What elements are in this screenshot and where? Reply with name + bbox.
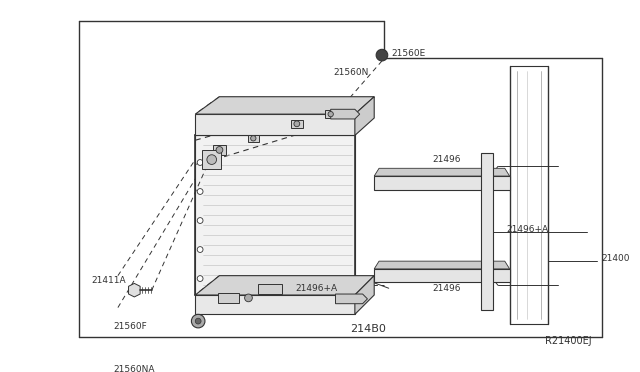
Text: 214B0: 214B0 bbox=[350, 324, 386, 334]
Text: 21496+A: 21496+A bbox=[295, 284, 337, 293]
Polygon shape bbox=[325, 110, 336, 118]
Polygon shape bbox=[195, 135, 355, 295]
Polygon shape bbox=[291, 120, 303, 128]
Circle shape bbox=[328, 112, 333, 117]
Polygon shape bbox=[195, 276, 374, 295]
Text: 21560N: 21560N bbox=[333, 68, 369, 77]
Text: 21400: 21400 bbox=[602, 254, 630, 263]
Polygon shape bbox=[195, 295, 355, 314]
Polygon shape bbox=[374, 176, 509, 190]
Circle shape bbox=[294, 121, 300, 127]
Circle shape bbox=[197, 276, 203, 282]
Polygon shape bbox=[355, 276, 374, 314]
Polygon shape bbox=[374, 168, 509, 176]
Circle shape bbox=[244, 294, 252, 302]
Text: 21560NA: 21560NA bbox=[113, 365, 155, 372]
Text: 21411A: 21411A bbox=[92, 276, 127, 285]
Text: 21560E: 21560E bbox=[392, 49, 426, 58]
Polygon shape bbox=[331, 109, 360, 119]
Polygon shape bbox=[129, 283, 140, 297]
Text: 21560F: 21560F bbox=[113, 323, 147, 331]
Circle shape bbox=[197, 218, 203, 224]
Text: 21496: 21496 bbox=[432, 155, 461, 164]
Circle shape bbox=[197, 160, 203, 166]
Polygon shape bbox=[248, 135, 259, 142]
Text: 21496: 21496 bbox=[432, 284, 461, 293]
Polygon shape bbox=[481, 153, 493, 310]
Circle shape bbox=[197, 189, 203, 195]
Polygon shape bbox=[374, 269, 509, 282]
Circle shape bbox=[376, 49, 388, 61]
Circle shape bbox=[216, 147, 223, 153]
Polygon shape bbox=[335, 294, 367, 304]
Polygon shape bbox=[258, 284, 282, 294]
Circle shape bbox=[207, 155, 216, 164]
Polygon shape bbox=[218, 293, 239, 303]
Circle shape bbox=[197, 247, 203, 253]
Polygon shape bbox=[212, 145, 226, 155]
Polygon shape bbox=[355, 97, 374, 135]
Circle shape bbox=[195, 318, 201, 324]
Circle shape bbox=[251, 136, 256, 141]
Polygon shape bbox=[195, 97, 374, 114]
Circle shape bbox=[191, 314, 205, 328]
Text: R21400EJ: R21400EJ bbox=[545, 336, 592, 346]
Polygon shape bbox=[202, 150, 221, 169]
Polygon shape bbox=[195, 114, 355, 135]
Text: 21496+A: 21496+A bbox=[507, 225, 549, 234]
Polygon shape bbox=[374, 261, 509, 269]
